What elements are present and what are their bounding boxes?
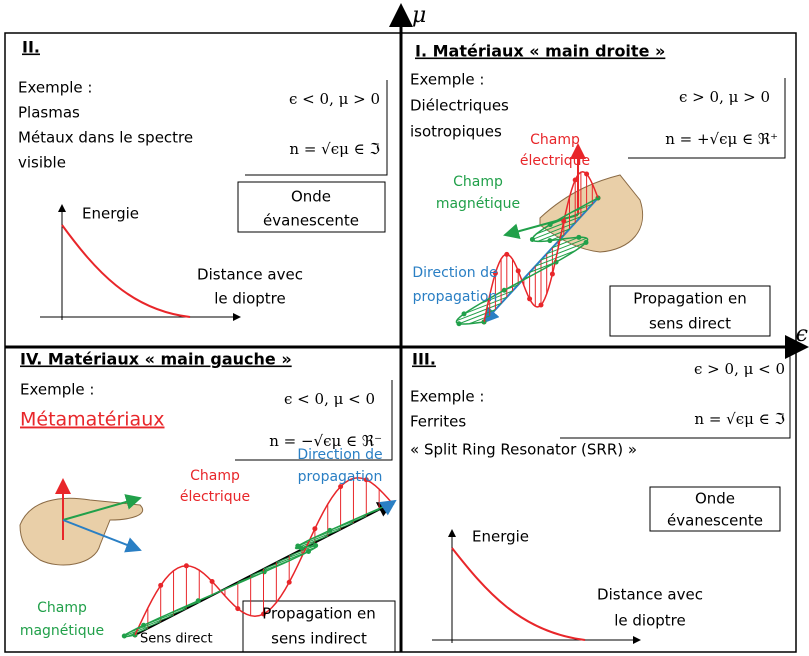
box: [649, 486, 781, 532]
quadrant-title: III.: [412, 350, 436, 369]
field-label: Direction de: [297, 447, 382, 463]
field-label: Champ: [530, 132, 580, 148]
field-label: magnétique: [20, 623, 104, 639]
e-wave: [134, 477, 393, 636]
example-label: Exemple :: [410, 388, 484, 406]
box: [237, 181, 386, 233]
hatch: [456, 302, 502, 322]
box-text: sens indirect: [271, 630, 367, 648]
box-text: Onde: [291, 188, 331, 206]
hatch: [127, 627, 149, 637]
graph-label: le dioptre: [614, 612, 686, 630]
hatch: [276, 546, 317, 563]
quadrant-title: I. Matériaux « main droite »: [415, 42, 665, 61]
box-text: Propagation en: [633, 290, 746, 308]
arrow: [62, 519, 142, 553]
example: Plasmas: [18, 104, 80, 122]
e-wave: [483, 170, 599, 323]
axis-label: ϵ: [796, 322, 808, 347]
graph-label: Distance avec: [597, 586, 703, 604]
example: visible: [18, 154, 66, 172]
condition: ϵ > 0, μ > 0: [679, 88, 770, 106]
b-wave: [455, 197, 599, 325]
bracket: [245, 80, 388, 176]
bracket: [560, 355, 791, 439]
example: Métamatériaux: [20, 409, 165, 431]
box-text: Propagation en: [262, 605, 375, 623]
hatch: [546, 237, 587, 255]
example: isotropiques: [410, 123, 502, 141]
graph-label: le dioptre: [214, 290, 286, 308]
field-label: Champ: [453, 174, 503, 190]
hatch: [540, 242, 587, 261]
index: n = √ϵμ ∈ ℑ: [289, 140, 380, 158]
field-label: Direction de: [412, 265, 497, 281]
hatch: [532, 222, 576, 240]
example-label: Exemple :: [18, 79, 92, 97]
example: « Split Ring Resonator (SRR) »: [410, 441, 637, 459]
condition: ϵ < 0, μ > 0: [289, 90, 380, 108]
arrow: [378, 499, 397, 516]
box: [242, 600, 396, 653]
hatch: [295, 535, 328, 549]
bracket: [235, 380, 393, 461]
hatch: [469, 315, 490, 325]
box-text: évanescente: [263, 212, 359, 230]
sense-label: Sens direct: [140, 632, 213, 647]
field-label: propagation: [298, 469, 383, 485]
hatch: [124, 621, 161, 637]
graph-label: Energie: [82, 205, 139, 223]
b-wave: [123, 502, 393, 638]
example-label: Exemple :: [410, 71, 484, 89]
index: n = √ϵμ ∈ ℑ: [694, 410, 785, 428]
field-label: électrique: [520, 153, 590, 169]
index: n = −√ϵμ ∈ ℜ⁻: [269, 432, 382, 450]
field-label: Champ: [190, 468, 240, 484]
field-label: électrique: [180, 489, 250, 505]
bracket: [628, 78, 786, 159]
decay-curve: [61, 224, 191, 318]
decor: [4, 3, 809, 653]
index: n = +√ϵμ ∈ ℜ⁺: [665, 130, 778, 148]
box: [609, 285, 771, 337]
hand: [19, 497, 143, 566]
graph-label: Energie: [472, 528, 529, 546]
quadrant-title: II.: [22, 38, 40, 57]
decay-curve: [451, 547, 586, 641]
box-text: sens direct: [649, 315, 731, 333]
hatch: [552, 236, 580, 249]
hatch: [297, 528, 341, 547]
quadrant-title: IV. Matériaux « main gauche »: [20, 350, 292, 369]
box-text: Onde: [695, 490, 735, 508]
example: Métaux dans le spectre: [18, 129, 193, 147]
field-label: magnétique: [436, 196, 520, 212]
field-label: propagation: [413, 289, 498, 305]
field-label: Champ: [37, 600, 87, 616]
condition: ϵ < 0, μ < 0: [284, 390, 375, 408]
axis-label: μ: [412, 3, 426, 28]
hatch: [536, 216, 582, 235]
box-text: évanescente: [667, 512, 763, 530]
example: Diélectriques: [410, 97, 509, 115]
example: Ferrites: [410, 413, 466, 431]
condition: ϵ > 0, μ < 0: [694, 360, 785, 378]
hatch: [463, 296, 507, 315]
arrow: [62, 494, 142, 521]
hatch: [128, 614, 174, 633]
graph-label: Distance avec: [197, 266, 303, 284]
example-label: Exemple :: [20, 381, 94, 399]
